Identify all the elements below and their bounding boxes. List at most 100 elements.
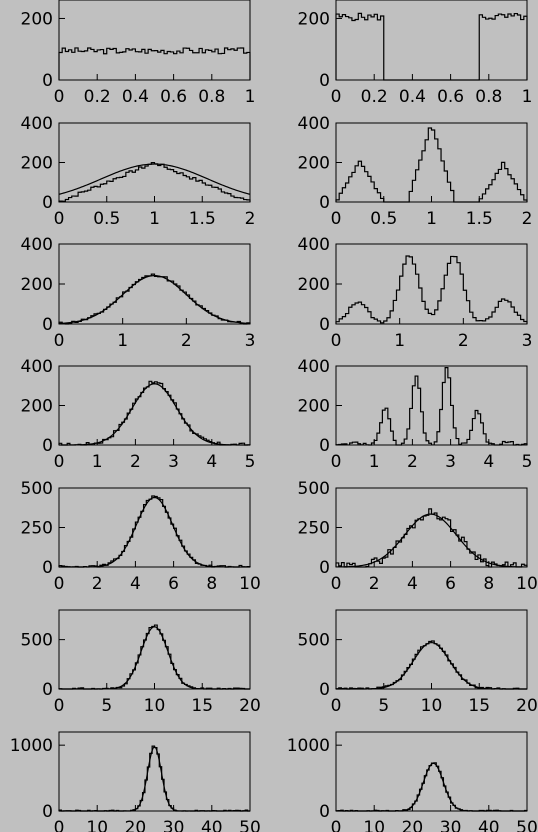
- y-tick-label: 0: [319, 315, 330, 335]
- y-tick-label: 0: [42, 802, 53, 822]
- fit-curve: [336, 641, 527, 690]
- fit-curve: [59, 746, 250, 812]
- x-tick-label: 8: [483, 574, 494, 594]
- x-tick-label: 1: [92, 452, 103, 472]
- y-tick-label: 0: [319, 558, 330, 578]
- y-tick-label: 200: [298, 154, 330, 174]
- y-tick-label: 400: [21, 235, 53, 255]
- histogram-series: [58, 273, 251, 325]
- histogram-series: [58, 495, 251, 568]
- y-tick-label: 200: [21, 275, 53, 295]
- x-tick-label: 0.6: [160, 87, 187, 107]
- x-tick-label: 30: [440, 818, 462, 832]
- x-tick-label: 30: [163, 818, 185, 832]
- y-tick-label: 0: [319, 193, 330, 213]
- histogram-series: [335, 508, 528, 568]
- x-tick-label: 3: [445, 452, 456, 472]
- x-tick-label: 0.5: [93, 209, 120, 229]
- histogram-panel-r3-right: 0 1 2 3 0 200 400: [298, 235, 533, 351]
- fit-curve: [335, 513, 528, 568]
- histogram-series: [58, 624, 250, 690]
- x-tick-label: 50: [239, 818, 261, 832]
- x-tick-label: 0.2: [84, 87, 111, 107]
- x-tick-label: 0: [331, 331, 342, 351]
- plot-frame: [335, 731, 528, 812]
- histogram-panel-r2-right: 0 0.5 1 1.5 2 0 200 400: [298, 114, 533, 229]
- y-tick-label: 0: [42, 315, 53, 335]
- x-tick-label: 0.5: [370, 209, 397, 229]
- x-tick-label: 0: [331, 87, 342, 107]
- y-tick-label: 400: [21, 114, 53, 134]
- x-tick-label: 4: [130, 574, 141, 594]
- plot-frame: [58, 243, 251, 325]
- histogram-panel-r1-right: 0 0.2 0.4 0.6 0.8 1 0 200: [298, 0, 533, 107]
- x-tick-label: 0: [54, 87, 65, 107]
- histogram-panel-r6-left: 0 5 10 15 20 0 500: [21, 609, 261, 716]
- x-tick-label: 8: [206, 574, 217, 594]
- x-tick-label: 10: [144, 696, 166, 716]
- x-tick-label: 0: [331, 574, 342, 594]
- histogram-series: [58, 47, 251, 80]
- histogram-panel-r5-right: 0 2 4 6 8 10 0 250 500: [298, 479, 538, 594]
- x-tick-label: 0.2: [361, 87, 388, 107]
- x-tick-label: 2: [245, 209, 256, 229]
- fit-curve: [58, 383, 251, 446]
- histogram-series: [58, 380, 251, 446]
- histogram-panel-r2-left: 0 0.5 1 1.5 2 0 200 400: [21, 114, 256, 229]
- x-tick-label: 5: [378, 696, 389, 716]
- fit-curve: [336, 762, 527, 812]
- y-tick-label: 0: [42, 436, 53, 456]
- histogram-series: [335, 640, 527, 690]
- y-tick-label: 200: [21, 397, 53, 417]
- x-tick-label: 1: [426, 209, 437, 229]
- x-tick-label: 2: [130, 452, 141, 472]
- y-tick-label: 250: [21, 519, 53, 539]
- x-tick-label: 1: [522, 87, 533, 107]
- x-tick-label: 20: [516, 696, 538, 716]
- x-tick-label: 10: [86, 818, 108, 832]
- x-tick-label: 2: [369, 574, 380, 594]
- x-tick-label: 5: [522, 452, 533, 472]
- histogram-series: [335, 366, 528, 446]
- plot-frame: [58, 0, 251, 81]
- histogram-panel-r1-left: 0 0.2 0.4 0.6 0.8 1 0 200: [21, 0, 256, 107]
- histogram-panel-r6-right: 0 5 10 15 20 0 500: [298, 609, 538, 716]
- plot-frame: [58, 609, 251, 690]
- x-tick-label: 5: [101, 696, 112, 716]
- x-tick-label: 0: [331, 452, 342, 472]
- histogram-series: [58, 745, 250, 812]
- x-tick-label: 2: [181, 331, 192, 351]
- x-tick-label: 40: [201, 818, 223, 832]
- y-tick-label: 0: [319, 71, 330, 91]
- y-tick-label: 400: [298, 357, 330, 377]
- y-tick-label: 200: [21, 154, 53, 174]
- x-tick-label: 3: [522, 331, 533, 351]
- x-tick-label: 15: [191, 696, 213, 716]
- x-tick-label: 4: [483, 452, 494, 472]
- histogram-series: [335, 12, 528, 81]
- y-tick-label: 0: [42, 680, 53, 700]
- plot-frame: [335, 609, 528, 690]
- y-tick-label: 500: [298, 479, 330, 499]
- fit-curve: [58, 274, 251, 325]
- x-tick-label: 1: [117, 331, 128, 351]
- plot-frame: [335, 365, 528, 446]
- x-tick-label: 2: [522, 209, 533, 229]
- x-tick-label: 6: [445, 574, 456, 594]
- histogram-series: [58, 162, 251, 202]
- y-tick-label: 200: [298, 397, 330, 417]
- x-tick-label: 1: [245, 87, 256, 107]
- plot-frame: [58, 731, 251, 812]
- x-tick-label: 10: [421, 696, 443, 716]
- y-tick-label: 1000: [10, 736, 53, 756]
- x-tick-label: 0: [54, 696, 65, 716]
- y-tick-label: 400: [21, 357, 53, 377]
- x-tick-label: 1: [394, 331, 405, 351]
- x-tick-label: 10: [363, 818, 385, 832]
- x-tick-label: 3: [245, 331, 256, 351]
- plot-frame: [335, 0, 528, 81]
- plot-frame: [335, 487, 528, 568]
- x-tick-label: 50: [516, 818, 538, 832]
- histogram-panel-r5-left: 0 2 4 6 8 10 0 250 500: [21, 479, 261, 594]
